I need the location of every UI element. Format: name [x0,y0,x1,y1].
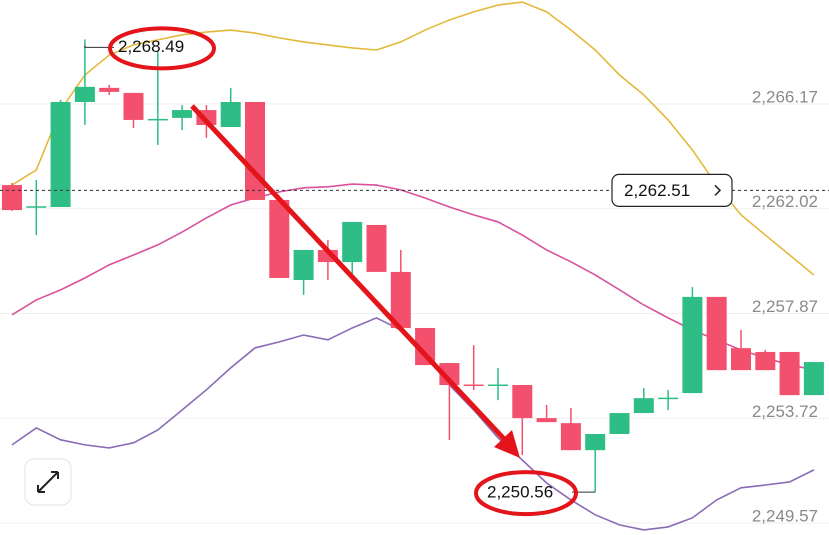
trend-arrow [190,104,520,458]
low-circle [474,470,578,517]
candle-body [415,327,436,366]
candle-body [50,102,71,208]
y-tick-label: 2,262.02 [752,192,818,211]
candle-body [2,185,22,211]
band-line [11,1,815,276]
y-tick-label: 2,249.57 [752,507,818,526]
candle-body [779,351,800,396]
candle-body [342,221,363,263]
candle-body [147,118,168,121]
candle-body [706,296,727,371]
candle-body [99,87,120,92]
candle-body [512,385,533,419]
candle-body [488,384,508,387]
price-tag-label: 2,262.51 [624,181,690,200]
candle-body [269,199,290,278]
candle-body [220,102,241,127]
candle-body [755,351,776,371]
candle-body [26,206,47,208]
candle-body [560,423,581,451]
expand-button[interactable] [24,458,72,506]
price-tag-chevron [714,184,722,196]
band-line [11,183,815,371]
y-tick-label: 2,253.72 [752,402,818,421]
candle-body [585,434,606,451]
candle-body [123,92,144,120]
high-circle [108,26,216,71]
overlay: 2,266.17 2,262.02 2,257.87 2,253.72 2,249.57… [0,26,829,526]
candles [2,39,824,493]
candle-body [803,362,824,396]
candle-body [74,86,95,103]
low-label: 2,250.56 [487,483,553,502]
candle-body [245,102,265,200]
candle-body [390,271,411,328]
high-label: 2,268.49 [118,37,184,56]
candle-body [731,348,751,371]
candle-body [366,224,387,272]
price-tag [611,173,733,207]
arrow-shaft [190,104,507,442]
candle-body [658,397,679,400]
arrow-head [494,430,520,458]
candle-body [609,413,630,435]
candle-body [633,398,654,414]
bands [11,1,815,531]
candle-body [172,110,193,118]
y-tick-label: 2,266.17 [752,87,818,106]
y-tick-label: 2,257.87 [752,297,818,316]
expand-icon [37,471,59,493]
candle-body [682,296,703,394]
candle-body [536,418,557,423]
grid [0,103,829,524]
candle-body [293,249,314,280]
candle-body [463,384,484,387]
candle-body [439,363,460,386]
high-leader [84,45,114,48]
